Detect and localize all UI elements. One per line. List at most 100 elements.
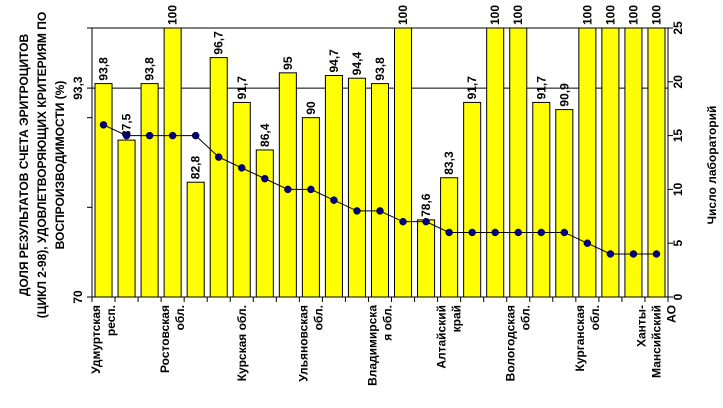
x-tick-label: АО <box>664 305 678 323</box>
bar-data-label: 82,8 <box>189 156 203 180</box>
bar-data-label: 83,3 <box>442 151 456 175</box>
lab-count-point <box>399 217 407 226</box>
bar <box>163 27 182 298</box>
bar-data-label: 100 <box>511 5 525 25</box>
bar-data-label: 100 <box>603 5 617 25</box>
bar-data-label: 86,4 <box>258 123 272 147</box>
x-tick-label: Ханты- <box>634 305 648 347</box>
bar <box>486 27 505 298</box>
bar <box>463 101 482 298</box>
bar <box>278 72 297 298</box>
lab-count-point <box>629 250 638 258</box>
x-tick-label: Вологодская <box>504 305 518 381</box>
y-axis-title: ДОЛЯ РЕЗУЛЬТАТОВ СЧЕТА ЭРИТРОЦИТОВ <box>17 33 31 296</box>
bar-data-label: 93,8 <box>97 57 111 81</box>
y2-axis-title: Число лабораторий <box>705 106 719 225</box>
bar <box>440 177 459 298</box>
x-tick-label: Алтайский <box>435 305 449 369</box>
x-tick-label: Мансийский <box>649 305 663 378</box>
bar <box>555 109 574 298</box>
lab-count-point <box>353 207 361 215</box>
x-tick-label: обл. <box>519 305 533 330</box>
bar <box>394 27 413 298</box>
bar-data-label: 100 <box>396 5 410 25</box>
lab-count-point <box>583 239 592 247</box>
bar <box>232 101 251 298</box>
x-tick-label: Курская обл. <box>235 305 249 381</box>
bar <box>255 149 274 298</box>
x-tick-label: респ. <box>104 305 118 336</box>
bar <box>301 117 320 298</box>
lab-count-point <box>191 131 200 140</box>
x-tick-label: я обл. <box>381 305 395 341</box>
bar-data-label: 96,7 <box>212 31 226 55</box>
bar <box>186 181 205 298</box>
bar-data-label: 100 <box>580 5 594 25</box>
lab-count-point <box>168 131 177 140</box>
lab-count-point <box>491 228 499 237</box>
bar-data-label: 100 <box>649 5 663 25</box>
lab-count-point <box>99 121 108 129</box>
y-axis-title: (ЦИКЛ 2-98), УДОВЛЕТВОРЯЮЩИХ КРИТЕРИЯМ П… <box>35 12 49 318</box>
bar <box>324 75 343 298</box>
y2-tick-label: 20 <box>671 75 685 89</box>
x-tick-label: обл. <box>173 305 187 330</box>
y-axis-title: ВОСПРОИЗВОДИМОСТИ (%) <box>53 81 67 250</box>
y-tick-label: 70 <box>71 290 85 304</box>
bar <box>509 27 528 298</box>
lab-count-point <box>652 250 661 258</box>
bar <box>117 139 136 298</box>
x-tick-label: обл. <box>588 305 602 330</box>
bar-data-label: 90 <box>304 101 318 115</box>
bar-data-label: 100 <box>166 5 180 25</box>
lab-count-point <box>422 217 430 226</box>
bar-data-label: 87,5 <box>120 113 134 137</box>
lab-count-point <box>284 185 292 194</box>
lab-count-point <box>145 131 154 140</box>
x-tick-label: Курганская <box>573 305 587 371</box>
lab-count-point <box>307 185 315 194</box>
bar-data-label: 93,8 <box>143 57 157 81</box>
bar-data-label: 78,6 <box>419 193 433 217</box>
y2-tick-label: 0 <box>671 293 685 300</box>
lab-count-point <box>261 174 269 183</box>
bar <box>417 219 436 298</box>
lab-count-point <box>122 131 131 140</box>
bar <box>347 77 366 298</box>
lab-count-point <box>606 250 615 258</box>
bar <box>140 83 159 298</box>
bar <box>370 83 390 298</box>
lab-count-point <box>514 228 522 237</box>
x-tick-label: Владимирска <box>366 305 380 386</box>
bar <box>209 57 228 298</box>
bar-data-label: 90,9 <box>557 83 571 107</box>
bar <box>532 101 551 298</box>
bar-data-label: 94,4 <box>350 52 364 76</box>
x-tick-label: обл. <box>311 305 325 330</box>
bar-data-label: 91,7 <box>465 76 479 100</box>
bar-data-label: 94,7 <box>327 49 341 73</box>
lab-count-point <box>238 164 246 172</box>
lab-count-point <box>537 228 546 237</box>
y2-tick-label: 25 <box>671 21 685 35</box>
bar-data-label: 100 <box>626 5 640 25</box>
lab-count-point <box>214 153 223 161</box>
x-tick-label: Ульяновская <box>296 305 310 382</box>
bar <box>94 83 113 298</box>
bar-data-label: 100 <box>488 5 502 25</box>
y2-tick-label: 15 <box>671 129 685 143</box>
y2-tick-label: 10 <box>671 182 685 196</box>
y2-tick-label: 5 <box>671 240 685 247</box>
lab-count-point <box>445 228 453 237</box>
x-tick-label: край <box>450 305 464 332</box>
bar-data-label: 91,7 <box>534 76 548 100</box>
lab-count-point <box>330 196 338 204</box>
lab-count-point <box>560 228 569 237</box>
x-tick-label: Удмуртская <box>89 305 103 374</box>
y-tick-label: 93,3 <box>71 76 85 100</box>
bar-data-label: 93,8 <box>373 57 387 81</box>
lab-count-point <box>376 207 384 215</box>
bar-data-label: 95 <box>281 56 295 70</box>
bar-data-label: 91,7 <box>235 76 249 100</box>
